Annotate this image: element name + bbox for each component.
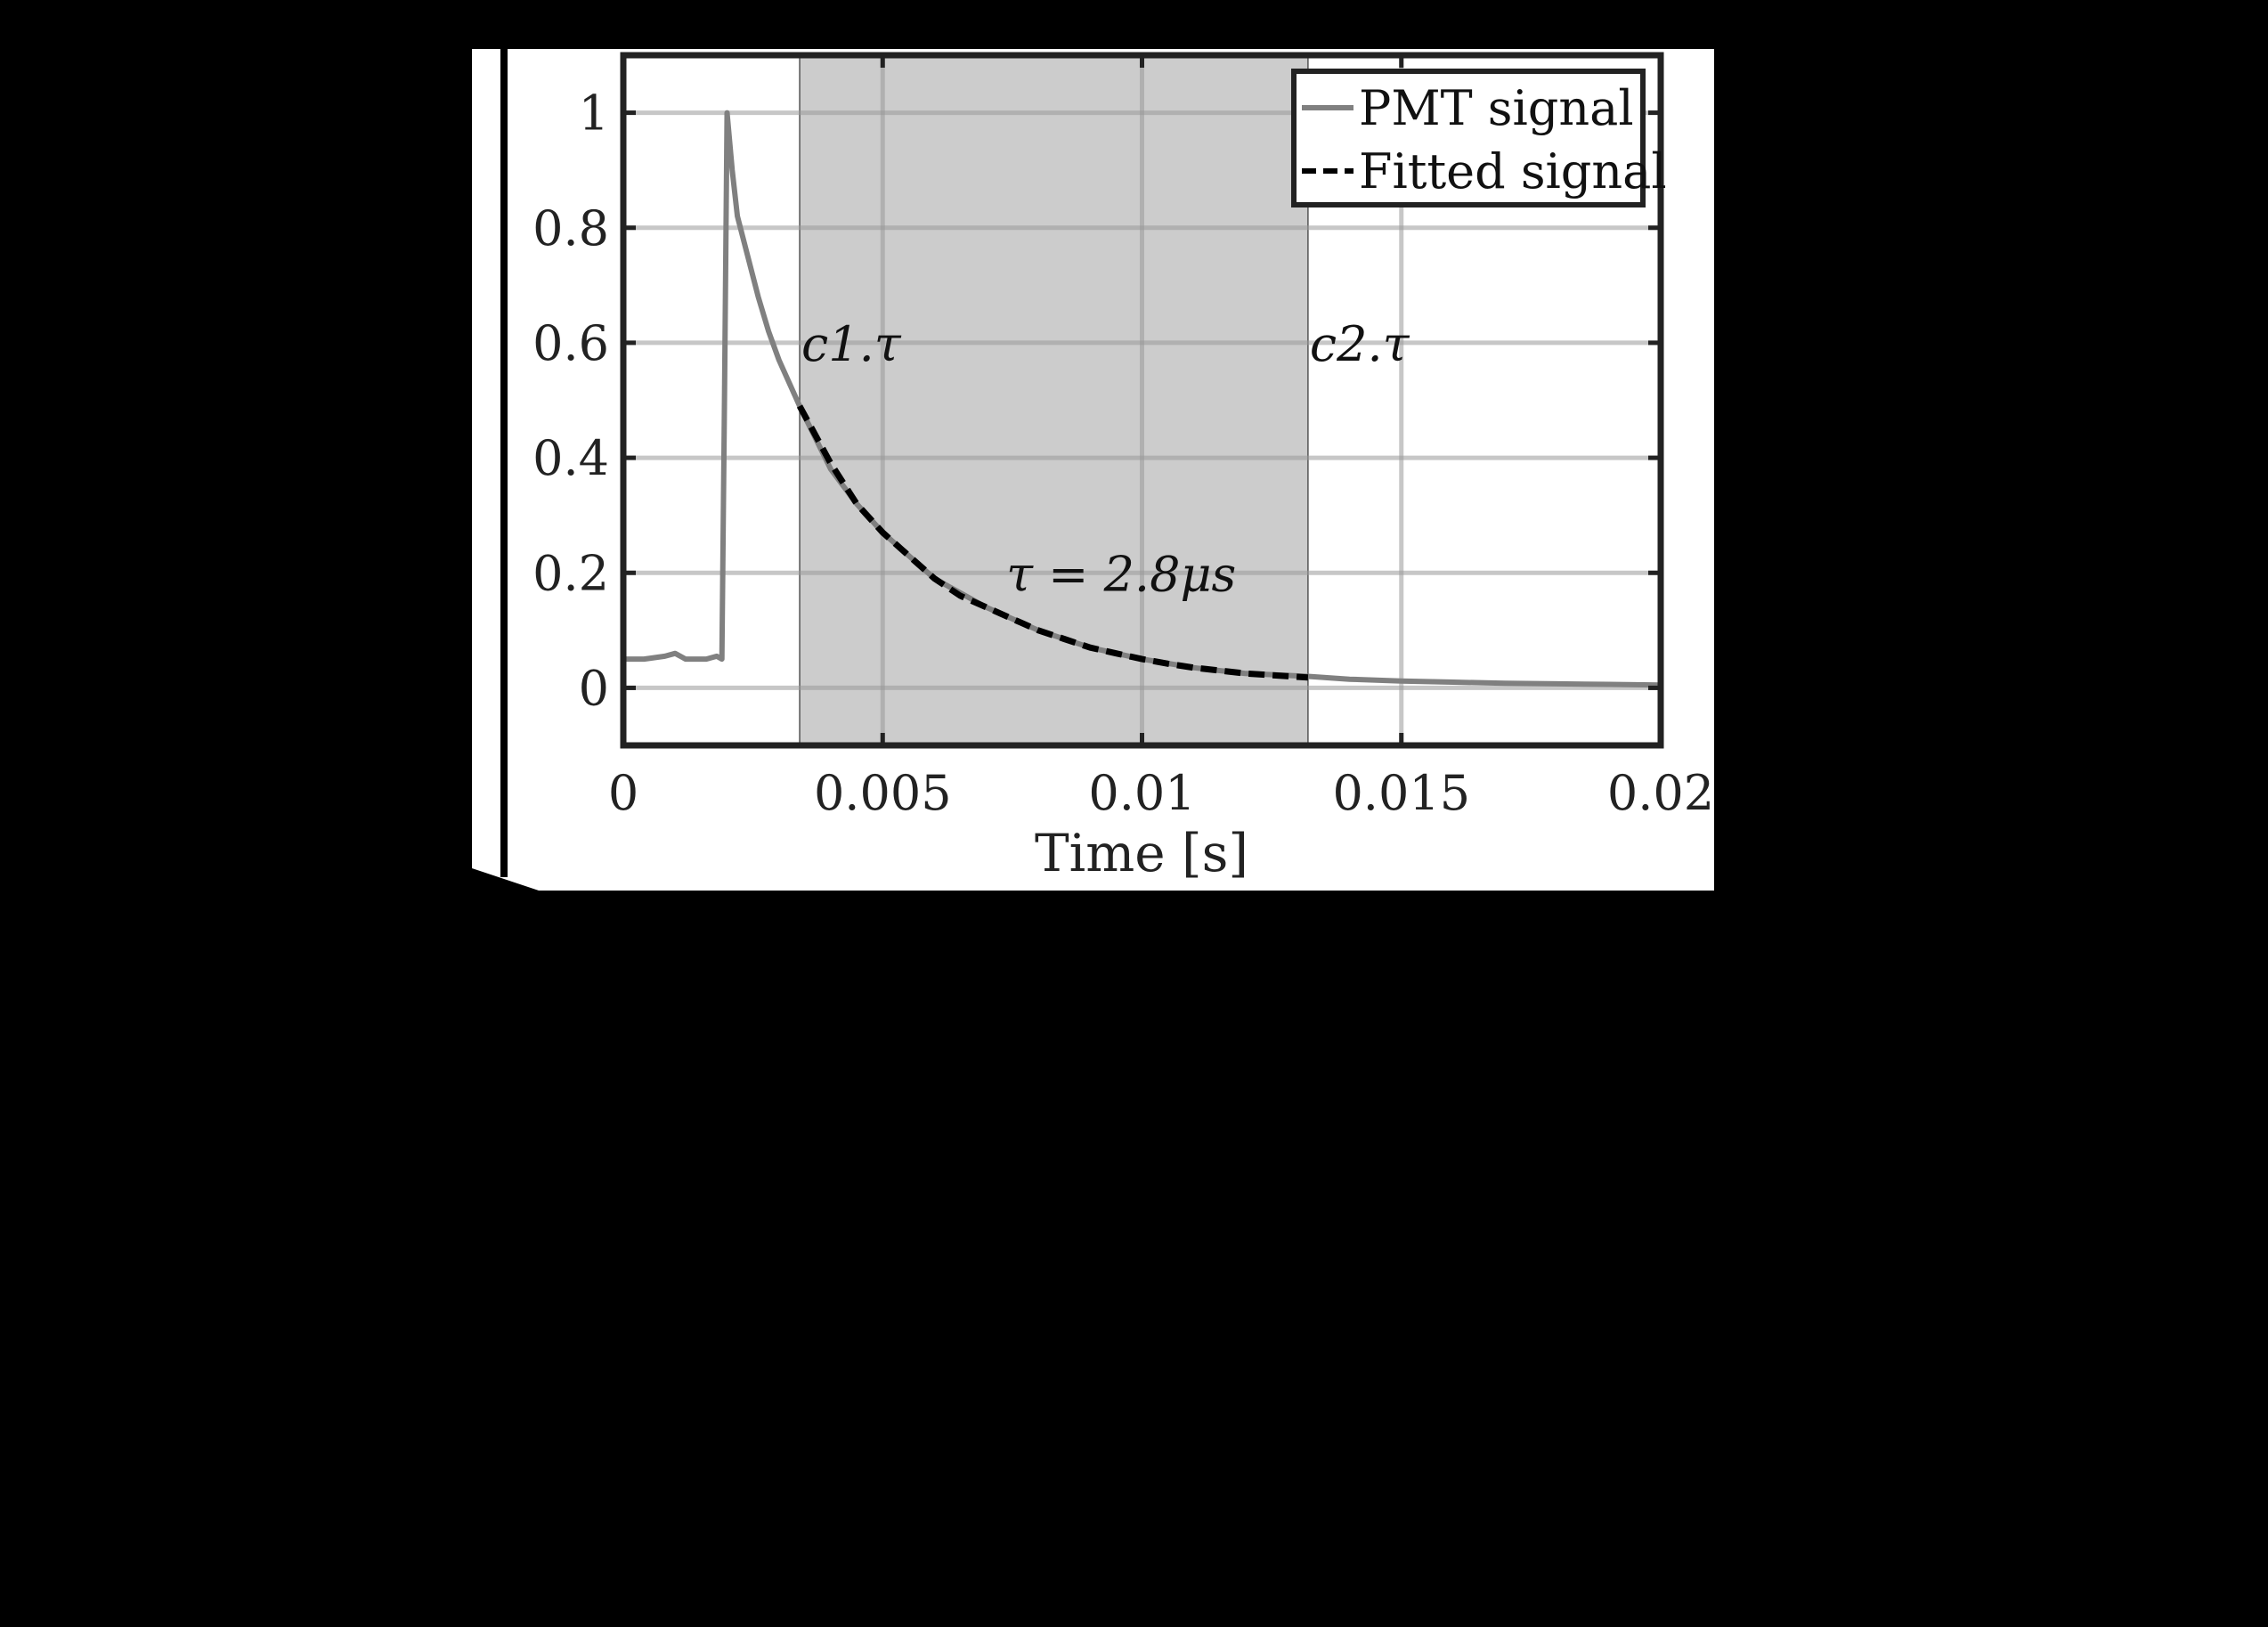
legend: PMT signal Fitted signal xyxy=(1291,69,1667,207)
x-tick-label: 0 xyxy=(608,765,638,821)
y-tick-label: 0.2 xyxy=(532,545,609,601)
x-axis-label: Time [s] xyxy=(1035,823,1248,883)
annotation-c2-tau: c2.τ xyxy=(1310,316,1410,372)
x-tick-label: 0.02 xyxy=(1607,765,1714,821)
annotation-tau-value: τ = 2.8μs xyxy=(1006,546,1236,602)
series-line-pmt-signal xyxy=(623,110,1662,688)
x-tick-label: 0.015 xyxy=(1332,765,1470,821)
legend-label-pmt-signal: PMT signal xyxy=(1359,80,1634,136)
x-tick-label: 0.005 xyxy=(814,765,952,821)
y-tick-label: 0.4 xyxy=(532,430,609,486)
y-tick-label: 0 xyxy=(579,660,609,716)
series-line-fitted-signal xyxy=(796,404,1309,681)
x-tick-label: 0.01 xyxy=(1088,765,1195,821)
fit-region-shade xyxy=(800,55,1308,745)
panel-left-edge xyxy=(500,49,508,877)
y-tick-label: 0.6 xyxy=(532,315,609,371)
annotation-c1-tau: c1.τ xyxy=(801,316,902,372)
legend-label-fitted-signal: Fitted signal xyxy=(1359,143,1667,199)
y-tick-label: 1 xyxy=(579,85,609,142)
y-tick-label: 0.8 xyxy=(532,200,609,256)
legend-box xyxy=(1291,69,1646,207)
